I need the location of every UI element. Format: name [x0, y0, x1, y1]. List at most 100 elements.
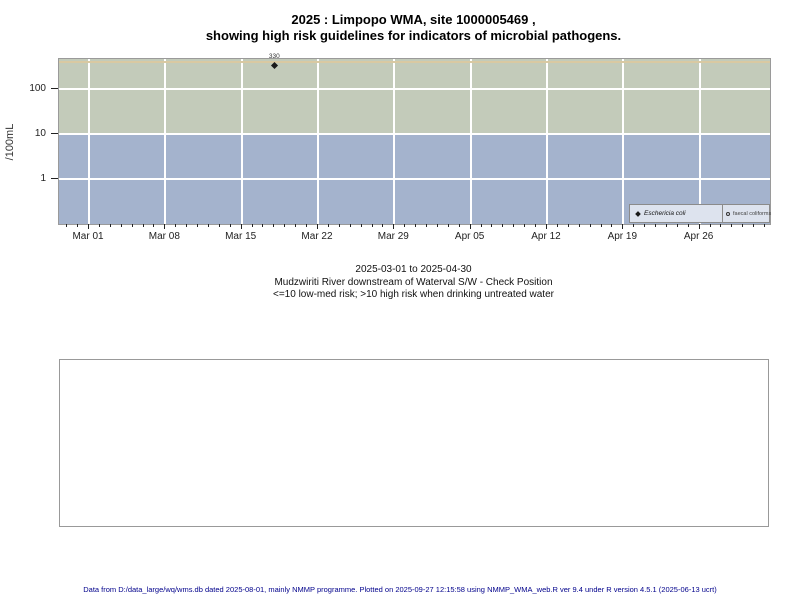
x-tick-label: Apr 19 — [607, 231, 638, 242]
chart-title: 2025 : Limpopo WMA, site 1000005469 , sh… — [58, 12, 769, 44]
x-minor-tick — [753, 224, 755, 227]
x-minor-tick — [589, 224, 591, 227]
y-tick-label: 10 — [34, 128, 46, 139]
x-minor-tick — [665, 224, 667, 227]
x-minor-tick — [436, 224, 438, 227]
plot-area: 330 Eschericia coli faecal coliforms — [58, 53, 772, 225]
x-minor-tick — [175, 224, 177, 227]
x-minor-tick — [349, 224, 351, 227]
x-minor-tick — [458, 224, 460, 227]
v-gridline — [469, 59, 472, 224]
y-tick — [51, 133, 58, 134]
x-minor-tick — [535, 224, 537, 227]
h-gridline — [59, 88, 770, 90]
empty-panel — [59, 359, 769, 527]
x-minor-tick — [131, 224, 133, 227]
x-minor-tick — [709, 224, 711, 227]
x-minor-tick — [676, 224, 678, 227]
x-minor-tick — [600, 224, 602, 227]
v-gridline — [698, 59, 701, 224]
x-minor-tick — [327, 224, 329, 227]
v-gridline — [393, 59, 396, 224]
x-minor-tick — [120, 224, 122, 227]
x-minor-tick — [524, 224, 526, 227]
y-tick-label: 1 — [40, 172, 46, 184]
footer-note: Data from D:/data_large/wq/wms.db dated … — [83, 585, 717, 594]
x-minor-tick — [109, 224, 111, 227]
legend-item-ecoli: Eschericia coli — [629, 204, 723, 223]
x-minor-tick — [142, 224, 144, 227]
x-major-tick — [393, 224, 395, 229]
x-minor-tick — [491, 224, 493, 227]
x-minor-tick — [447, 224, 449, 227]
h-gridline — [59, 178, 770, 180]
x-minor-tick — [77, 224, 79, 227]
x-minor-tick — [284, 224, 286, 227]
v-gridline — [88, 59, 90, 224]
x-minor-tick — [66, 224, 68, 227]
x-tick-label: Mar 22 — [301, 231, 333, 242]
x-axis: Mar 01 Mar 08 Mar 15 Mar 22 Mar 29 Apr 05 Apr … — [58, 223, 769, 255]
data-point-label: 330 — [268, 52, 280, 60]
y-tick — [51, 88, 58, 90]
x-minor-tick — [371, 224, 373, 227]
x-minor-tick — [742, 224, 744, 227]
x-minor-tick — [251, 224, 253, 227]
legend: Eschericia coli faecal coliforms — [629, 204, 772, 223]
x-minor-tick — [480, 224, 482, 227]
x-major-tick — [622, 224, 624, 229]
x-major-tick — [164, 224, 166, 229]
x-minor-tick — [98, 224, 100, 227]
x-tick-label: Apr 12 — [531, 231, 561, 242]
x-minor-tick — [338, 224, 340, 227]
site-description-caption: Mudzwiriti River downstream of Waterval … — [274, 276, 553, 288]
x-minor-tick — [426, 224, 428, 227]
x-minor-tick — [218, 224, 220, 227]
x-minor-tick — [404, 224, 406, 227]
x-minor-tick — [764, 224, 766, 227]
x-tick-label: Mar 15 — [225, 231, 257, 242]
x-minor-tick — [273, 224, 275, 227]
x-minor-tick — [207, 224, 209, 227]
x-major-tick — [240, 224, 242, 229]
v-gridline — [164, 59, 167, 224]
x-minor-tick — [197, 224, 199, 227]
x-minor-tick — [633, 224, 635, 227]
legend-label-faecal-coliforms: faecal coliforms — [733, 210, 772, 217]
y-tick-label: 100 — [29, 83, 46, 95]
v-gridline — [240, 59, 243, 224]
x-minor-tick — [415, 224, 417, 227]
chart-title-line1: 2025 : Limpopo WMA, site 1000005469 , — [291, 12, 536, 27]
x-minor-tick — [644, 224, 646, 227]
x-minor-tick — [306, 224, 308, 227]
x-minor-tick — [382, 224, 384, 227]
y-axis: 100 10 1 — [0, 58, 58, 223]
x-minor-tick — [567, 224, 569, 227]
high-risk-band — [59, 59, 770, 134]
x-major-tick — [88, 224, 89, 229]
x-tick-label: Mar 08 — [148, 231, 180, 242]
date-range-caption: 2025-03-01 to 2025-04-30 — [355, 264, 472, 275]
x-major-tick — [545, 224, 547, 229]
open-circle-icon — [726, 211, 730, 216]
x-tick-label: Apr 26 — [683, 231, 714, 242]
v-gridline — [545, 59, 548, 224]
chart-title-line2: showing high risk guidelines for indicat… — [205, 28, 622, 43]
x-minor-tick — [731, 224, 733, 227]
x-minor-tick — [295, 224, 297, 227]
x-major-tick — [698, 224, 700, 229]
x-tick-label: Mar 29 — [377, 231, 409, 242]
x-minor-tick — [687, 224, 689, 227]
x-minor-tick — [262, 224, 264, 227]
h-gridline — [59, 133, 770, 135]
x-minor-tick — [513, 224, 515, 227]
x-minor-tick — [556, 224, 558, 227]
x-tick-label: Mar 01 — [72, 231, 104, 242]
x-minor-tick — [611, 224, 613, 227]
legend-label-ecoli: Eschericia coli — [644, 210, 686, 217]
x-tick-label: Apr 05 — [454, 231, 485, 242]
x-minor-tick — [186, 224, 188, 227]
x-minor-tick — [502, 224, 504, 227]
x-minor-tick — [578, 224, 580, 227]
